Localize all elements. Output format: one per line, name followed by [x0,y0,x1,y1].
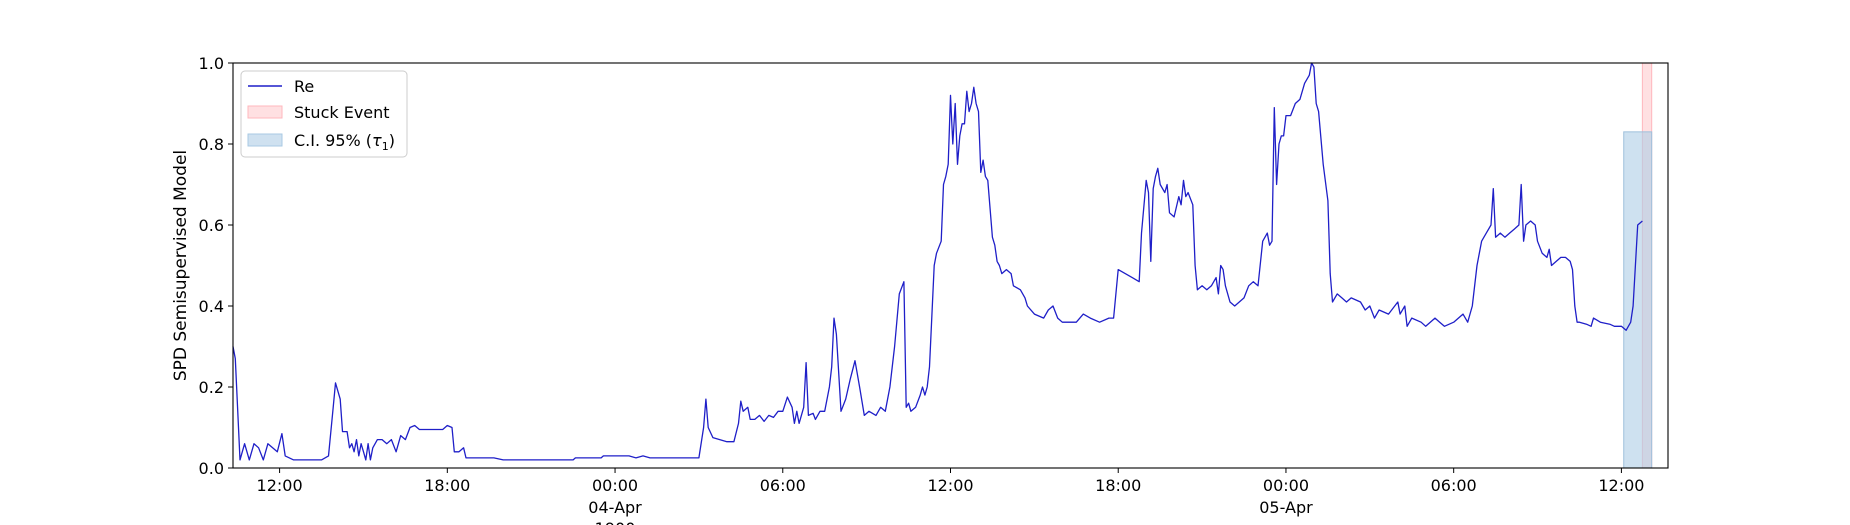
x-tick-label: 12:00 [927,476,973,495]
x-tick-year-label: 1900 [595,519,636,525]
x-tick-label: 18:00 [424,476,470,495]
legend-label: C.I. 95% (τ1) [294,131,395,153]
x-tick-date-label: 04-Apr [588,498,642,517]
x-tick-label: 18:00 [1095,476,1141,495]
x-tick-label: 06:00 [1431,476,1477,495]
legend-swatch-patch [247,105,283,119]
series-layer [232,62,1643,461]
x-axis-ticks: 12:00 18:00 00:00 04-Apr 1900 06:00 12:00 18:00… [257,468,1644,525]
legend: Re Stuck Event C.I. 95% (τ1) [240,70,408,158]
confidence-interval-band [1623,131,1653,469]
y-tick-label: 0.8 [199,135,224,154]
y-tick-label: 0.6 [199,216,224,235]
x-tick-date-label: 05-Apr [1259,498,1313,517]
y-tick-label: 0.4 [199,297,224,316]
legend-swatch-patch [247,133,283,147]
plot-area [233,63,1668,468]
x-tick-label: 00:00 [1263,476,1309,495]
x-tick-label: 06:00 [760,476,806,495]
x-tick-label: 12:00 [257,476,303,495]
y-axis-ticks: 0.0 0.2 0.4 0.6 0.8 1.0 [199,54,233,478]
bands-layer [1623,62,1653,469]
x-tick-label: 00:00 [592,476,638,495]
y-tick-label: 0.2 [199,378,224,397]
y-axis-title: SPD Semisupervised Model [171,150,191,381]
series-line-re [232,62,1643,461]
y-tick-label: 0.0 [199,459,224,478]
plot-background [233,63,1668,468]
legend-label: Stuck Event [294,103,390,122]
x-tick-label: 12:00 [1598,476,1644,495]
y-tick-label: 1.0 [199,54,224,73]
legend-label: Re [294,77,314,96]
